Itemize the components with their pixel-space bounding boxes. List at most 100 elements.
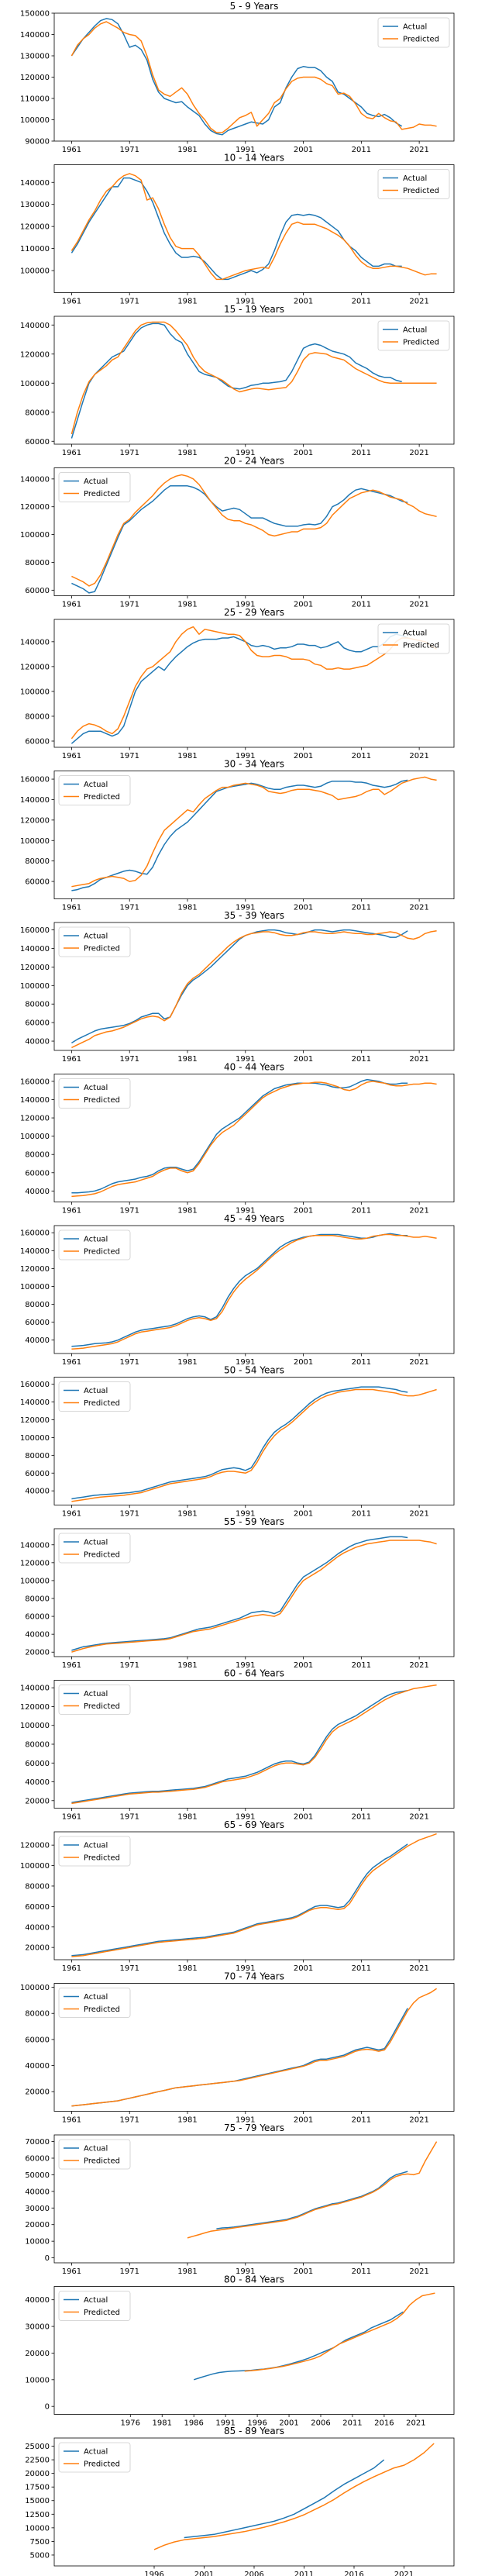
legend: Actual Predicted (58, 2139, 131, 2170)
y-tick-label: 10000 (25, 2376, 50, 2385)
x-tick-label: 2001 (279, 2419, 298, 2428)
legend: Actual Predicted (58, 1836, 131, 1867)
x-tick-label: 1971 (119, 601, 139, 609)
legend-box (377, 17, 450, 48)
legend-label: Predicted (403, 36, 439, 44)
plot-frame (53, 164, 455, 293)
x-tick-label: 1981 (177, 1813, 197, 1822)
x-tick-label: 2011 (352, 1510, 371, 1519)
y-tick-label: 50000 (25, 2171, 50, 2180)
x-tick-label: 2021 (409, 1055, 428, 1064)
x-tick-label: 2021 (409, 2267, 428, 2276)
x-tick-label: 2021 (409, 449, 428, 457)
chart-title: 40 - 44 Years (224, 1062, 284, 1073)
x-tick-label: 2001 (294, 1661, 313, 1670)
y-tick-label: 140000 (20, 1541, 50, 1550)
legend: Actual Predicted (58, 1381, 131, 1412)
legend: Actual Predicted (58, 1229, 131, 1260)
x-tick-label: 1991 (236, 1964, 255, 1973)
x-tick-label: 1991 (236, 146, 255, 154)
legend-label: Actual (403, 174, 427, 183)
plot-frame (53, 467, 455, 596)
x-tick-label: 1991 (236, 1207, 255, 1216)
x-tick-label: 1961 (62, 2116, 81, 2125)
y-tick-label: 120000 (20, 816, 50, 825)
subplot: 40 - 44 Years 1961 1971 1981 1991 2001 2011 202… (20, 1062, 455, 1216)
x-tick-label: 1961 (62, 449, 81, 457)
legend-box (58, 1836, 131, 1867)
y-tick-label: 60000 (25, 1760, 50, 1768)
legend-label: Actual (403, 629, 427, 638)
y-tick-label: 120000 (20, 1703, 50, 1712)
legend-label: Actual (84, 1842, 108, 1850)
legend-box (58, 775, 131, 805)
x-tick-label: 2011 (352, 298, 371, 306)
y-tick-label: 140000 (20, 1398, 50, 1407)
series-line-predicted (71, 1540, 437, 1653)
series-line-predicted (71, 474, 437, 587)
legend: Actual Predicted (58, 1988, 131, 2018)
x-tick-label: 2001 (294, 1813, 313, 1822)
plot-frame (53, 619, 455, 748)
legend-label: Predicted (84, 2460, 120, 2469)
y-tick-label: 0 (45, 2254, 50, 2263)
plot-frame (53, 1528, 455, 1657)
x-tick-label: 2011 (352, 146, 371, 154)
y-tick-label: 120000 (20, 1416, 50, 1425)
y-tick-label: 60000 (25, 737, 50, 746)
legend-label: Actual (84, 933, 108, 941)
plot-frame (53, 1074, 455, 1202)
y-tick-label: 160000 (20, 1381, 50, 1389)
x-tick-label: 1991 (236, 1661, 255, 1670)
y-tick-label: 130000 (20, 53, 50, 61)
x-tick-label: 2021 (409, 1661, 428, 1670)
legend: Actual Predicted (58, 2442, 131, 2473)
y-tick-label: 100000 (20, 837, 50, 846)
y-tick-label: 80000 (25, 409, 50, 417)
legend-label: Predicted (84, 2005, 120, 2014)
x-tick-label: 2001 (294, 1964, 313, 1973)
y-tick-label: 120000 (20, 223, 50, 232)
x-tick-label: 1961 (62, 1510, 81, 1519)
x-tick-label: 2011 (294, 2571, 314, 2576)
legend-label: Predicted (84, 2309, 120, 2317)
series-line-predicted (153, 2443, 435, 2550)
y-tick-label: 60000 (25, 878, 50, 887)
x-tick-label: 2021 (409, 1510, 428, 1519)
series-line-predicted (71, 930, 437, 1049)
legend-box (58, 2442, 131, 2473)
x-tick-label: 2011 (352, 601, 371, 609)
y-tick-label: 30000 (25, 2323, 50, 2332)
subplot: 5 - 9 Years 1961 1971 1981 1991 2001 2011 2021 9… (20, 1, 455, 154)
chart-title: 35 - 39 Years (224, 910, 284, 921)
legend-label: Actual (84, 1993, 108, 2002)
y-tick-label: 0 (45, 2403, 50, 2412)
y-tick-label: 7500 (30, 2538, 50, 2547)
x-tick-label: 1971 (119, 146, 139, 154)
x-tick-label: 2021 (409, 146, 428, 154)
y-tick-label: 100000 (20, 982, 50, 991)
plot-frame (53, 1225, 455, 1354)
x-tick-label: 1971 (119, 449, 139, 457)
legend: Actual Predicted (58, 2291, 131, 2321)
x-tick-label: 2021 (409, 904, 428, 912)
legend-label: Actual (84, 478, 108, 486)
legend-label: Predicted (403, 339, 439, 347)
series-line-predicted (71, 1833, 437, 1957)
legend-label: Predicted (84, 2157, 120, 2166)
x-tick-label: 2006 (244, 2571, 263, 2576)
subplot: 50 - 54 Years 1961 1971 1981 1991 2001 2011 202… (20, 1365, 455, 1519)
y-tick-label: 60000 (25, 2036, 50, 2044)
y-tick-label: 20000 (25, 2221, 50, 2229)
legend-box (377, 169, 450, 199)
y-tick-label: 120000 (20, 503, 50, 512)
x-tick-label: 1961 (62, 1055, 81, 1064)
plot-frame (53, 316, 455, 445)
y-tick-label: 140000 (20, 945, 50, 953)
chart-title: 65 - 69 Years (224, 1819, 284, 1830)
y-tick-label: 100000 (20, 1984, 50, 1992)
series-line-actual (70, 322, 402, 439)
y-tick-label: 30000 (25, 2205, 50, 2213)
x-tick-label: 1961 (62, 1207, 81, 1216)
